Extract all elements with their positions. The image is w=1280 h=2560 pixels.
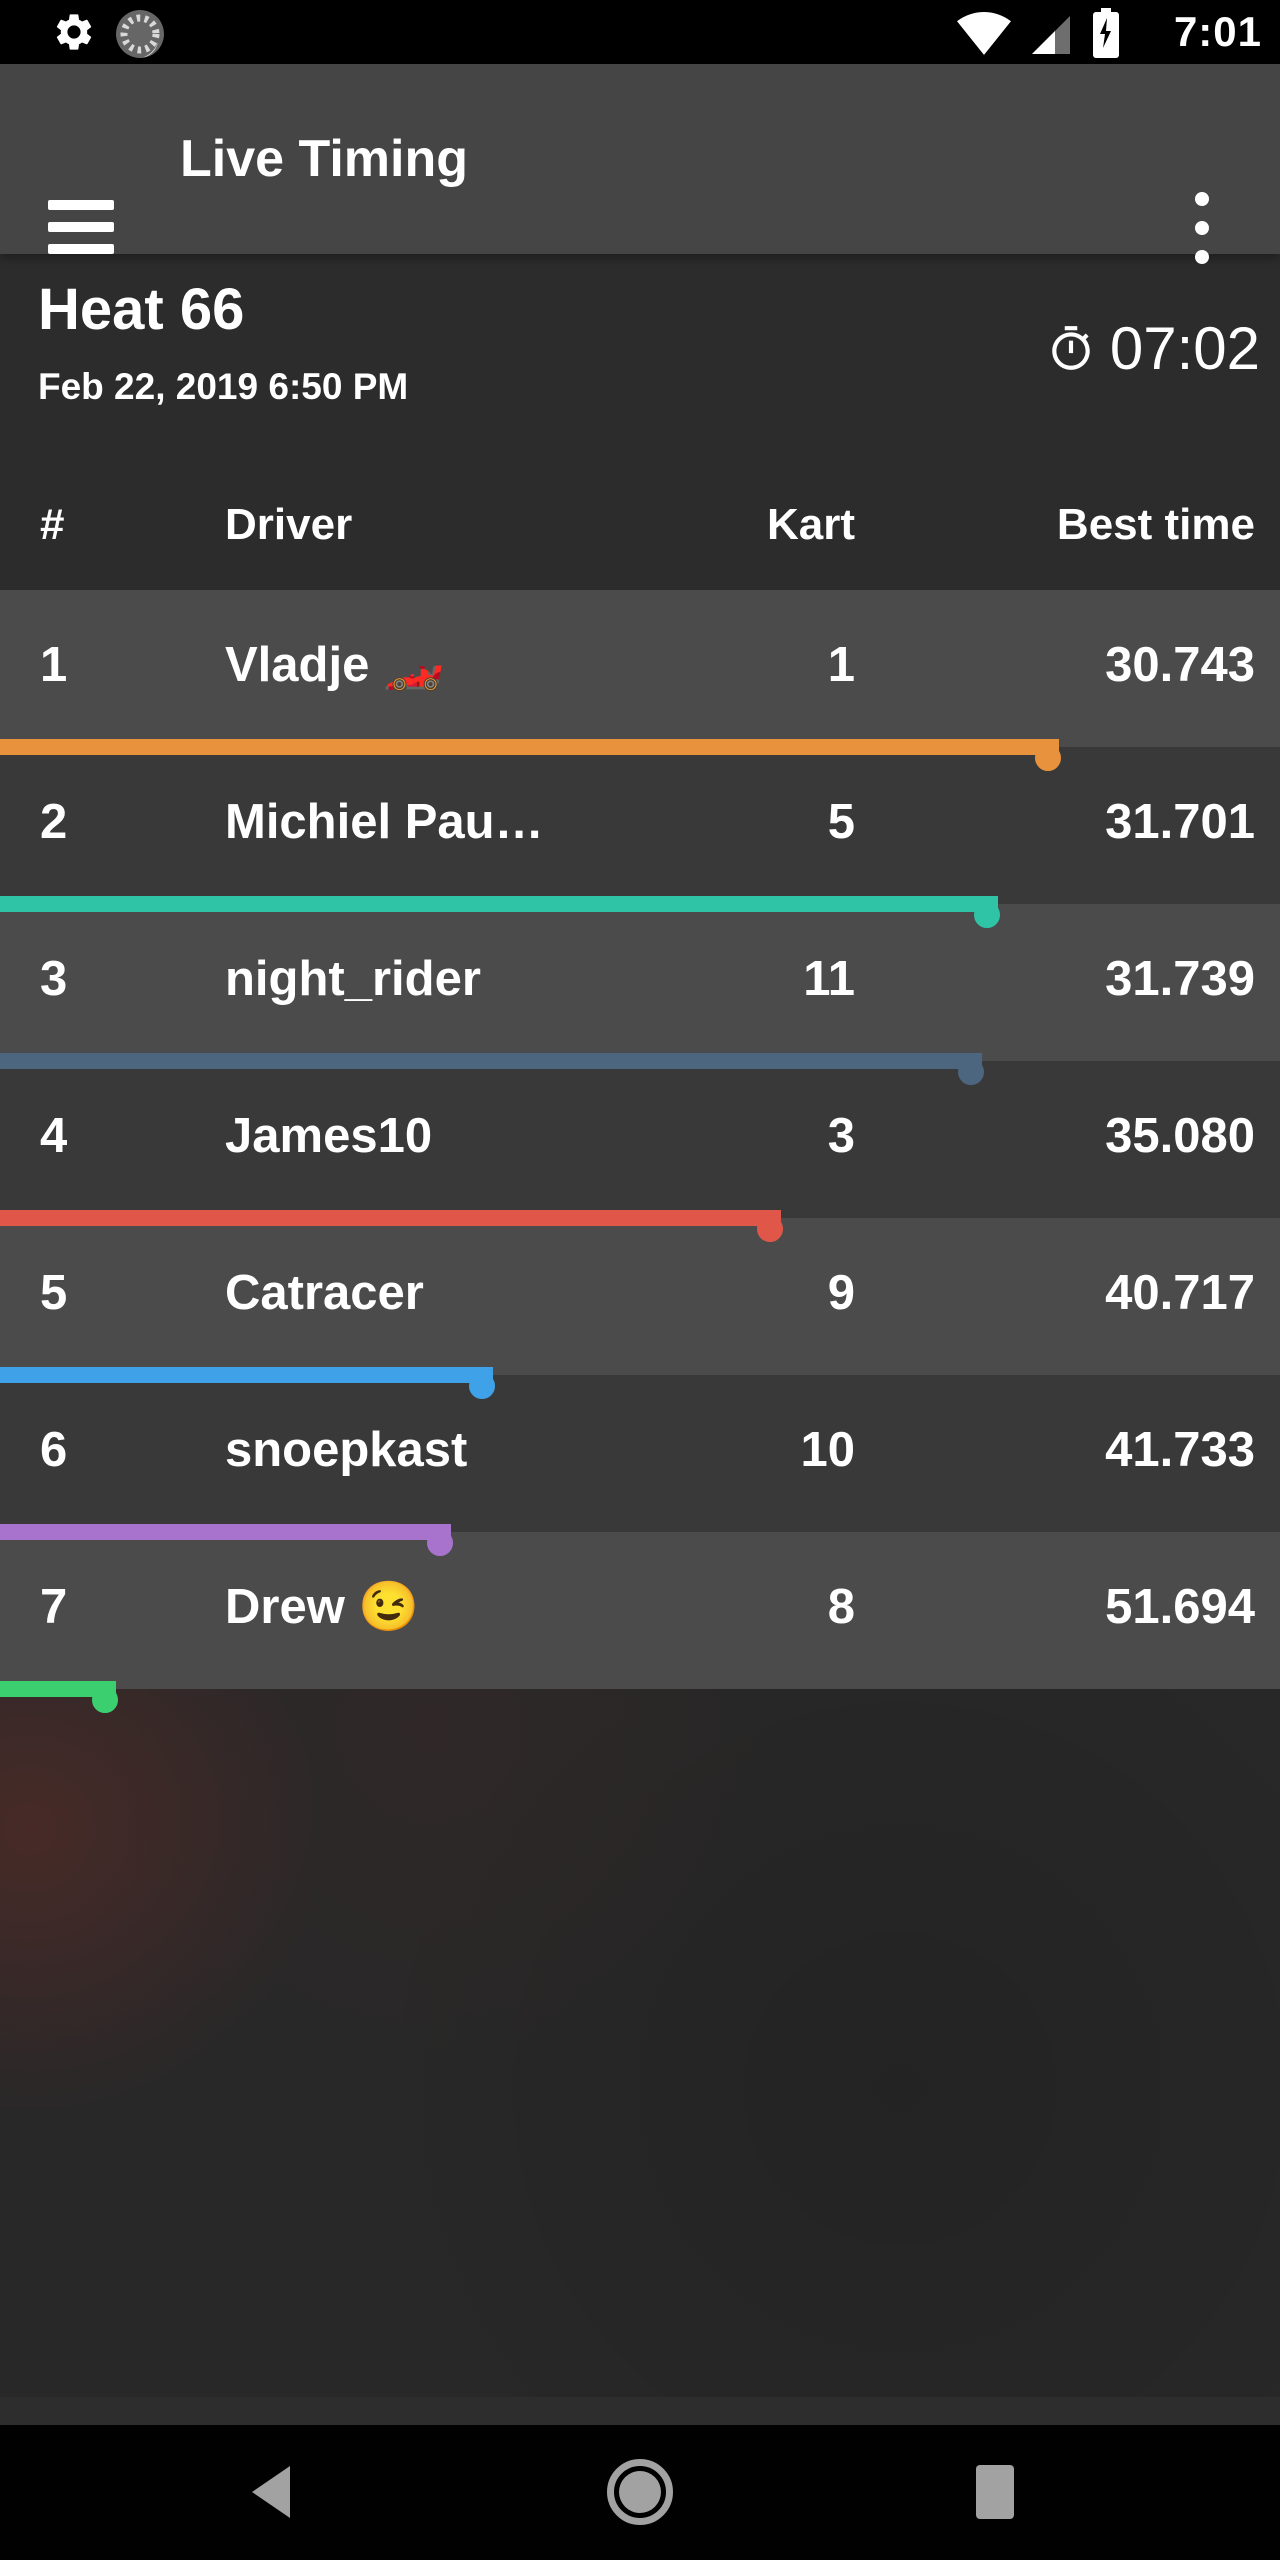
gear-icon	[56, 14, 92, 50]
back-icon[interactable]	[252, 2466, 290, 2518]
overflow-menu-icon[interactable]	[1194, 192, 1210, 288]
status-bar: 7:01	[0, 0, 1280, 64]
lap-progress-marker	[957, 1059, 984, 1085]
rank-cell: 5	[40, 1266, 68, 1320]
lap-progress-marker	[756, 1216, 783, 1242]
lap-progress-line	[0, 1367, 493, 1383]
background-photo	[0, 1689, 1280, 2425]
timer-value: 07:02	[1109, 315, 1260, 382]
menu-icon[interactable]	[48, 200, 114, 254]
table-row[interactable]: 5 Catracer 9 40.717	[0, 1218, 1280, 1399]
best-time-cell: 30.743	[1105, 638, 1255, 692]
best-time-cell: 35.080	[1105, 1109, 1255, 1163]
rank-cell: 1	[40, 638, 68, 692]
rank-cell: 6	[40, 1423, 68, 1477]
driver-cell: Catracer	[225, 1266, 424, 1320]
table-row[interactable]: 6 snoepkast 10 41.733	[0, 1375, 1280, 1556]
best-time-cell: 51.694	[1105, 1580, 1255, 1634]
session-datetime: Feb 22, 2019 6:50 PM	[38, 366, 409, 407]
table-row[interactable]: 2 Michiel Pau… 5 31.701	[0, 747, 1280, 928]
status-clock: 7:01	[1173, 8, 1262, 55]
driver-cell: Michiel Pau…	[225, 795, 544, 849]
kart-cell: 10	[800, 1423, 855, 1477]
lap-progress-line	[0, 1210, 781, 1226]
session-header: Heat 66 Feb 22, 2019 6:50 PM 07:02	[0, 254, 1280, 460]
session-timer: 07:02	[1046, 314, 1260, 383]
driver-cell: Vladje 🏎️	[225, 638, 444, 692]
home-icon[interactable]	[607, 2459, 673, 2525]
app-bar: Live Timing	[0, 64, 1280, 264]
cell-signal-icon	[1032, 16, 1070, 54]
driver-cell: Drew 😉	[225, 1580, 420, 1634]
lap-progress-marker	[92, 1687, 119, 1713]
table-row[interactable]: 7 Drew 😉 8 51.694	[0, 1532, 1280, 1713]
rank-cell: 4	[40, 1109, 68, 1163]
kart-cell: 1	[827, 638, 855, 692]
table-header: # Driver Kart Best time	[0, 460, 1280, 590]
kart-cell: 3	[827, 1109, 855, 1163]
lap-progress-line	[0, 896, 999, 912]
rank-cell: 3	[40, 952, 68, 1006]
table-row[interactable]: 1 Vladje 🏎️ 1 30.743	[0, 590, 1280, 771]
rank-cell: 7	[40, 1580, 68, 1634]
driver-cell: snoepkast	[225, 1423, 468, 1477]
best-time-cell: 40.717	[1105, 1266, 1255, 1320]
lap-progress-marker	[426, 1530, 453, 1556]
kart-cell: 9	[827, 1266, 855, 1320]
kart-cell: 5	[827, 795, 855, 849]
best-time-cell: 41.733	[1105, 1423, 1255, 1477]
kart-cell: 8	[827, 1580, 855, 1634]
lap-progress-line	[0, 1053, 982, 1069]
table-row[interactable]: 4 James10 3 35.080	[0, 1061, 1280, 1242]
navigation-bar	[0, 2425, 1280, 2560]
lap-progress-line	[0, 739, 1059, 755]
column-rank: #	[40, 500, 65, 549]
background-photo-strip	[0, 2397, 1280, 2425]
wifi-icon	[957, 12, 1011, 55]
stopwatch-icon	[1052, 325, 1090, 370]
session-title: Heat 66	[38, 277, 245, 342]
lap-progress-marker	[1034, 745, 1061, 771]
lap-progress-line	[0, 1681, 117, 1697]
column-driver: Driver	[225, 500, 353, 549]
timing-table: 1 Vladje 🏎️ 1 30.743 2 Michiel Pau… 5 31…	[0, 590, 1280, 1713]
rank-cell: 2	[40, 795, 68, 849]
driver-cell: night_rider	[225, 952, 481, 1006]
column-kart: Kart	[766, 500, 855, 549]
lap-progress-marker	[468, 1373, 495, 1399]
sync-spinner-icon	[116, 10, 164, 58]
kart-cell: 11	[803, 952, 855, 1006]
table-row[interactable]: 3 night_rider 11 31.739	[0, 904, 1280, 1085]
column-best-time: Best time	[1056, 500, 1255, 549]
lap-progress-line	[0, 1524, 451, 1540]
battery-charging-icon	[1093, 8, 1119, 58]
best-time-cell: 31.701	[1105, 795, 1255, 849]
recents-icon[interactable]	[976, 2465, 1014, 2519]
driver-cell: James10	[225, 1109, 433, 1163]
page-title: Live Timing	[180, 130, 468, 188]
lap-progress-marker	[974, 902, 1001, 928]
best-time-cell: 31.739	[1105, 952, 1255, 1006]
